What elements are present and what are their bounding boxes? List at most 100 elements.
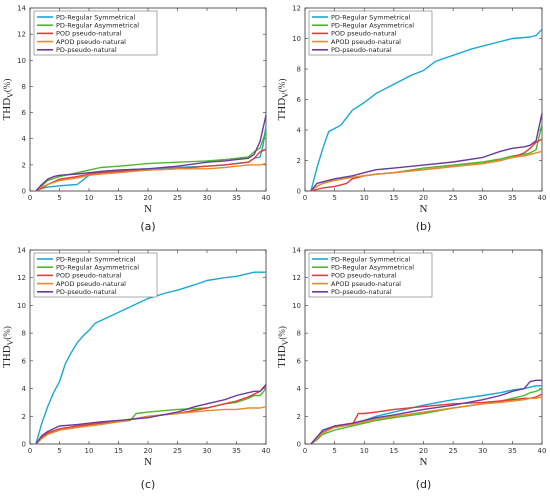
x-axis-title: N	[420, 456, 428, 468]
x-tick-label: 10	[85, 194, 94, 202]
x-axis-title: N	[144, 456, 152, 468]
legend-box	[308, 252, 433, 298]
y-tick-label: 10	[292, 35, 301, 43]
y-tick-label: 2	[297, 157, 301, 165]
y-tick-label: 0	[22, 441, 26, 449]
x-tick-label: 35	[232, 194, 241, 202]
series-line-5	[35, 115, 267, 192]
y-tick-label: 6	[297, 357, 302, 365]
x-tick-label: 10	[85, 447, 94, 455]
x-tick-label: 10	[360, 194, 369, 202]
x-tick-label: 35	[508, 194, 517, 202]
y-tick-label: 4	[22, 135, 27, 143]
series-line-1	[35, 271, 266, 445]
y-axis-title: THDV(%)	[276, 326, 290, 368]
legend-label: PD-Regular Symmetrical	[331, 13, 410, 21]
x-tick-label: 20	[144, 194, 153, 202]
chart-panel: 0 5 10 15 20 25 30 35 40 0 2 4 6 8 10 12 14 PD-Regular Sy…	[276, 247, 546, 492]
panel-caption: (b)	[416, 220, 432, 233]
series-line-4	[35, 162, 267, 192]
legend-label: POD pseudo-natural	[331, 30, 397, 38]
series-line-5	[310, 379, 542, 445]
x-tick-label: 10	[360, 447, 369, 455]
y-tick-label: 8	[297, 66, 301, 74]
legend-box	[308, 10, 433, 56]
y-axis-title-subscript: V	[6, 92, 15, 98]
y-axis-title-main: THD	[1, 345, 13, 368]
x-tick-label: 0	[303, 194, 307, 202]
y-axis-title-unit: (%)	[2, 79, 12, 93]
series-line-4	[35, 405, 267, 445]
x-tick-label: 20	[419, 194, 428, 202]
x-tick-label: 35	[508, 447, 517, 455]
x-tick-label: 5	[57, 447, 61, 455]
x-tick-label: 30	[203, 194, 212, 202]
y-tick-label: 14	[17, 247, 26, 255]
x-tick-label: 15	[114, 194, 123, 202]
series-line-4	[310, 150, 543, 192]
y-axis-title: THDV(%)	[276, 79, 290, 121]
series-line-5	[35, 383, 267, 445]
y-axis-title-unit: (%)	[277, 326, 287, 340]
series-line-2	[35, 130, 267, 192]
y-tick-label: 10	[292, 302, 301, 310]
legend-label: APOD pseudo-natural	[331, 38, 401, 46]
y-axis-title-subscript: V	[281, 92, 290, 98]
x-tick-label: 15	[114, 447, 123, 455]
y-tick-label: 12	[17, 274, 26, 282]
x-tick-label: 20	[419, 447, 428, 455]
legend-label: PD-pseudo-natural	[331, 46, 392, 54]
y-axis-title-main: THD	[1, 98, 13, 121]
y-tick-label: 2	[297, 413, 301, 421]
y-tick-label: 0	[22, 188, 26, 196]
y-axis-title-main: THD	[276, 345, 288, 368]
legend-label: POD pseudo-natural	[331, 272, 397, 280]
x-tick-label: 30	[203, 447, 212, 455]
x-tick-label: 5	[332, 194, 336, 202]
y-tick-label: 4	[297, 127, 302, 135]
legend-label: PD-pseudo-natural	[56, 288, 117, 296]
y-tick-label: 14	[292, 247, 301, 255]
x-tick-label: 5	[57, 194, 61, 202]
legend-label: POD pseudo-natural	[56, 30, 122, 38]
y-tick-label: 10	[17, 57, 26, 65]
y-tick-label: 8	[22, 330, 26, 338]
y-tick-label: 6	[22, 109, 27, 117]
series-line-1	[310, 28, 543, 192]
y-tick-label: 6	[22, 357, 27, 365]
x-tick-label: 20	[144, 447, 153, 455]
legend-label: PD-pseudo-natural	[56, 46, 117, 54]
y-tick-label: 10	[17, 302, 26, 310]
x-tick-label: 40	[262, 447, 271, 455]
chart-panel: 0 5 10 15 20 25 30 35 40 0 2 4 6 8 10 12 14 PD-Regular Sy…	[1, 247, 270, 492]
legend-label: PD-Regular Symmetrical	[331, 255, 410, 263]
x-tick-label: 40	[262, 194, 271, 202]
legend-label: PD-Regular Asymmetrical	[56, 264, 139, 272]
y-axis-title: THDV(%)	[1, 326, 15, 368]
legend-box	[33, 252, 158, 298]
y-tick-label: 4	[297, 385, 302, 393]
legend-label: PD-Regular Symmetrical	[56, 13, 135, 21]
legend-label: PD-pseudo-natural	[331, 288, 392, 296]
x-tick-label: 25	[173, 194, 182, 202]
y-axis-title-unit: (%)	[277, 79, 287, 93]
y-tick-label: 6	[297, 96, 302, 104]
series-line-4	[310, 396, 543, 445]
x-axis-title: N	[420, 203, 428, 215]
x-tick-label: 25	[449, 447, 458, 455]
legend-label: APOD pseudo-natural	[56, 280, 126, 288]
x-tick-label: 40	[538, 447, 547, 455]
y-tick-label: 12	[292, 274, 301, 282]
x-tick-label: 0	[303, 447, 307, 455]
legend-label: POD pseudo-natural	[56, 272, 122, 280]
legend-label: APOD pseudo-natural	[331, 280, 401, 288]
panel-caption: (a)	[140, 220, 155, 233]
x-tick-label: 35	[232, 447, 241, 455]
x-tick-label: 0	[28, 194, 32, 202]
y-tick-label: 0	[297, 188, 301, 196]
